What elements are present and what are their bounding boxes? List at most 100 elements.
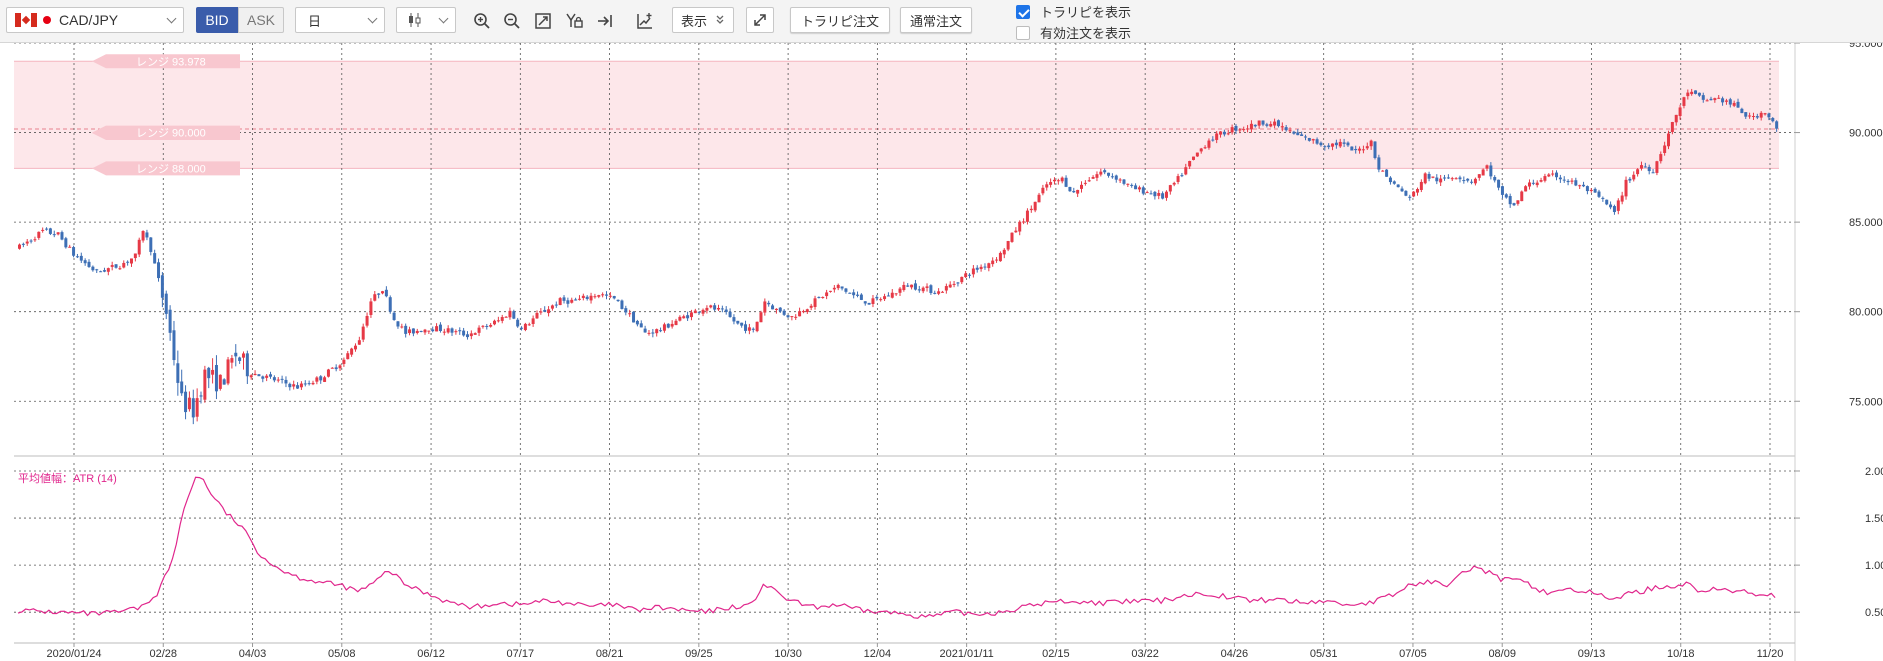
candle-body: [771, 305, 775, 310]
range-label-tag: [92, 125, 240, 140]
ask-button[interactable]: ASK: [238, 7, 284, 33]
candle-body: [338, 365, 342, 369]
candle-body: [960, 276, 964, 283]
candle-body: [1385, 169, 1389, 177]
candle-body: [1659, 154, 1663, 162]
zoom-out-button[interactable]: [500, 9, 524, 33]
candle-body: [1624, 179, 1628, 197]
candle-body: [195, 398, 199, 417]
candle-body: [485, 325, 489, 327]
candle-body: [164, 293, 168, 314]
candle-body: [1775, 121, 1779, 129]
candle-body: [844, 288, 848, 292]
trailpi-range-zone: [14, 60, 1779, 169]
candle-body: [261, 376, 265, 379]
candle-body: [605, 294, 608, 296]
candle-body: [75, 256, 79, 258]
candle-body: [1219, 131, 1223, 135]
candle-body: [238, 357, 242, 361]
scroll-to-latest-button[interactable]: [593, 9, 617, 33]
bid-button[interactable]: BID: [196, 7, 238, 33]
candle-body: [1512, 203, 1516, 206]
candle-body: [825, 292, 829, 297]
range-label: レンジ 90.000: [136, 128, 206, 140]
currency-pair-select[interactable]: CAD/JPY: [6, 7, 184, 33]
candlestick-icon: [409, 13, 421, 27]
candle-body: [141, 231, 145, 241]
candle-body: [1412, 191, 1416, 197]
candle-body: [1134, 185, 1138, 190]
candle-body: [427, 330, 431, 332]
candle-body: [867, 302, 871, 305]
show-active-orders-option[interactable]: 有効注文を表示: [1016, 23, 1131, 42]
candle-body: [809, 305, 813, 308]
candle-body: [1354, 148, 1358, 151]
candle-body: [786, 315, 790, 318]
fit-zoom-button[interactable]: [531, 9, 555, 33]
candle-body: [408, 329, 412, 334]
chart-type-select[interactable]: [396, 7, 456, 33]
candle-body: [956, 282, 960, 284]
candle-body: [1014, 230, 1018, 233]
candle-body: [852, 292, 856, 296]
candle-body: [1547, 174, 1551, 177]
show-trailpi-option[interactable]: トラリピを表示: [1016, 2, 1131, 21]
candle-body: [1415, 189, 1419, 193]
zoom-in-button[interactable]: [470, 9, 494, 33]
candlestick-series: [18, 88, 1779, 425]
add-indicator-button[interactable]: [633, 9, 657, 33]
candle-body: [543, 309, 547, 312]
candle-body: [740, 322, 744, 326]
candle-body: [674, 320, 678, 326]
candle-body: [1450, 178, 1454, 180]
candle-body: [508, 310, 512, 318]
candle-body: [1558, 177, 1562, 180]
candle-body: [353, 345, 357, 350]
display-menu[interactable]: 表示: [672, 7, 734, 33]
candle-body: [350, 348, 354, 355]
period-label: 日: [308, 13, 322, 29]
candle-body: [1164, 191, 1168, 198]
atr-axis: 2.00000 1.50000 1.00000 0.50000: [1795, 466, 1883, 619]
normal-order-button[interactable]: 通常注文: [900, 7, 972, 33]
atr-grid: [14, 463, 1795, 641]
candle-body: [1470, 181, 1474, 183]
candle-body: [655, 329, 659, 334]
candle-body: [1350, 146, 1354, 151]
candle-body: [635, 320, 639, 325]
candle-body: [767, 302, 771, 305]
show-active-orders-checkbox[interactable]: [1016, 25, 1030, 40]
candle-body: [1574, 180, 1578, 186]
candle-body: [1535, 182, 1539, 186]
candle-body: [1184, 167, 1188, 175]
range-band: [14, 61, 1779, 169]
double-chevron-down-icon: [716, 15, 724, 24]
candle-body: [1091, 177, 1095, 179]
candle-body: [1107, 172, 1111, 176]
candle-body: [774, 308, 778, 311]
candle-body: [755, 321, 759, 332]
candle-body: [666, 323, 670, 328]
candle-body: [1334, 142, 1338, 146]
candle-body: [1485, 165, 1489, 169]
candle-body: [435, 326, 439, 332]
candle-body: [574, 299, 578, 301]
price-scale-button[interactable]: [563, 9, 587, 33]
show-trailpi-checkbox[interactable]: [1016, 4, 1030, 19]
add-indicator-icon: [637, 13, 652, 29]
candle-body: [1597, 191, 1601, 197]
fullscreen-button[interactable]: [746, 7, 774, 33]
candle-body: [836, 284, 840, 289]
candle-body: [25, 241, 29, 244]
period-select[interactable]: 日: [295, 7, 385, 33]
arrow-to-end-icon: [598, 15, 612, 27]
candle-body: [1771, 118, 1775, 122]
candle-body: [1663, 145, 1667, 153]
trailpi-order-button[interactable]: トラリピ注文: [790, 7, 890, 33]
candle-body: [1246, 128, 1250, 130]
candle-body: [817, 296, 821, 298]
candle-body: [1006, 241, 1010, 250]
candle-body: [496, 320, 500, 322]
candle-body: [114, 264, 118, 268]
